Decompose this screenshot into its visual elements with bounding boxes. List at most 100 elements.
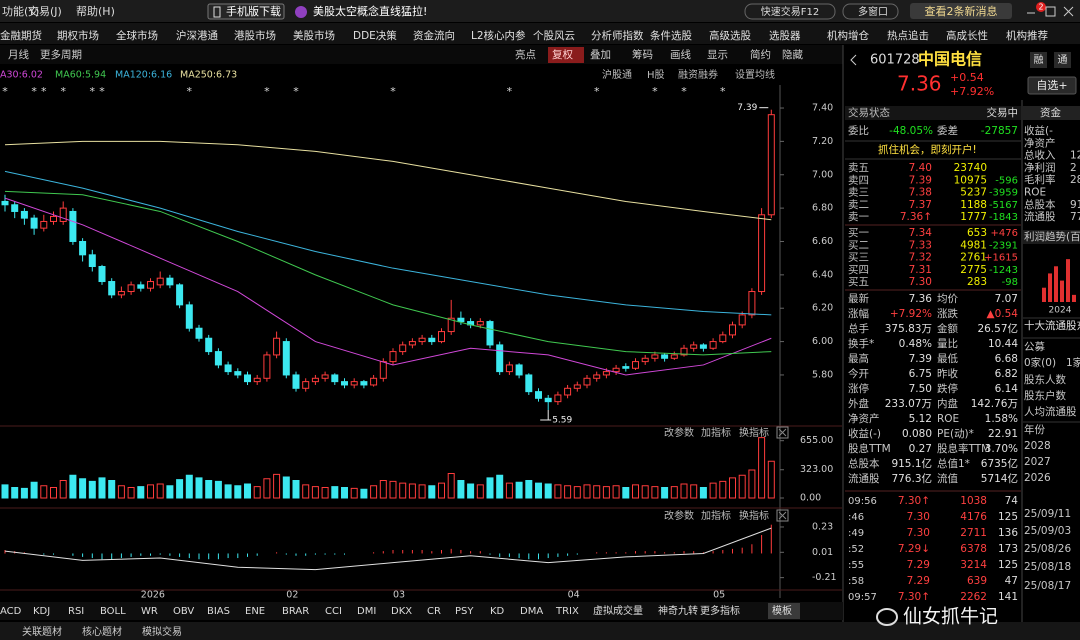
- nav-item[interactable]: 资金流向: [413, 29, 455, 42]
- indicator-tab[interactable]: DKX: [391, 606, 412, 617]
- volume-bar: [244, 483, 251, 499]
- indicator-tab[interactable]: 模板: [772, 604, 792, 617]
- chart-link[interactable]: 融资融券: [678, 68, 718, 81]
- nav-item[interactable]: DDE决策: [353, 29, 397, 42]
- nav-item[interactable]: 全球市场: [116, 29, 158, 42]
- indicator-tab[interactable]: CCI: [325, 606, 342, 617]
- period-button[interactable]: 更多周期: [40, 48, 82, 61]
- label: ▲0.54: [987, 308, 1019, 320]
- bottom-tab[interactable]: 关联题材: [22, 625, 62, 638]
- multi-window-button[interactable]: [842, 3, 899, 20]
- nav-item[interactable]: 选股器: [769, 29, 801, 42]
- messages-button[interactable]: [910, 3, 1012, 19]
- volume-bar: [632, 484, 639, 499]
- panel-close[interactable]: [776, 426, 789, 439]
- panel-tool[interactable]: 换指标: [739, 509, 769, 522]
- indicator-tab[interactable]: DMA: [520, 606, 543, 617]
- label[interactable]: 多窗口: [858, 5, 888, 18]
- maximize-icon[interactable]: [1045, 6, 1056, 17]
- label: 卖三: [848, 187, 869, 199]
- indicator-tab[interactable]: 虚拟成交量: [593, 604, 643, 617]
- tool-button[interactable]: 简约: [750, 48, 771, 61]
- menu-item[interactable]: 功能(Y): [2, 4, 39, 18]
- label: 7.38: [909, 187, 932, 199]
- tool-button[interactable]: 隐藏: [782, 49, 803, 61]
- nav-item[interactable]: 高成长性: [946, 29, 988, 42]
- panel-tool[interactable]: 改参数: [664, 426, 694, 439]
- panel-tool[interactable]: 加指标: [701, 426, 731, 439]
- bottom-tab[interactable]: 核心题材: [82, 625, 122, 638]
- tool-button[interactable]: 显示: [707, 49, 728, 61]
- panel-tool[interactable]: 加指标: [701, 509, 731, 522]
- indicator-tab[interactable]: DMI: [357, 606, 376, 617]
- label: 74: [1005, 495, 1019, 507]
- nav-item[interactable]: 沪深港通: [176, 29, 218, 42]
- label: 外盘: [848, 397, 869, 410]
- tool-button[interactable]: 叠加: [590, 49, 611, 61]
- indicator-tab[interactable]: BOLL: [100, 606, 126, 617]
- nav-item[interactable]: 分析师指数: [591, 29, 644, 42]
- y-tick-label: 6.00: [812, 336, 833, 347]
- panel-tool[interactable]: 改参数: [664, 509, 694, 522]
- watch-button[interactable]: [1027, 76, 1077, 95]
- volume-bar: [321, 487, 329, 499]
- volume-bar: [738, 474, 746, 499]
- indicator-tab[interactable]: RSI: [68, 606, 84, 617]
- label[interactable]: 快速交易F12: [761, 5, 819, 18]
- candle-body: [1, 200, 9, 206]
- indicator-tab[interactable]: ACD: [0, 606, 22, 617]
- chart-link[interactable]: H股: [647, 69, 665, 81]
- indicator-tab[interactable]: ENE: [245, 606, 265, 617]
- panel-close[interactable]: [776, 509, 789, 522]
- tool-button[interactable]: 画线: [670, 48, 691, 61]
- menu-item[interactable]: 交易(J): [28, 4, 62, 18]
- template-tab: [768, 603, 800, 619]
- nav-item[interactable]: 条件选股: [650, 29, 692, 42]
- label: 3214: [960, 559, 987, 571]
- indicator-tab[interactable]: PSY: [455, 606, 474, 617]
- tool-button[interactable]: 亮点: [515, 48, 536, 61]
- indicator-tab[interactable]: WR: [141, 606, 158, 617]
- label[interactable]: 查看2条新消息: [925, 4, 998, 18]
- label: 47: [1005, 575, 1018, 587]
- menu-item[interactable]: 帮助(H): [76, 4, 115, 18]
- nav-item[interactable]: 个股风云: [533, 30, 575, 42]
- chart-link[interactable]: 设置均线: [735, 68, 775, 81]
- label: +1615: [984, 253, 1018, 264]
- nav-item[interactable]: 机构推荐: [1006, 29, 1048, 42]
- nav-item[interactable]: 美股市场: [293, 29, 335, 42]
- nav-item[interactable]: 港股市场: [234, 29, 276, 42]
- event-mark: *: [2, 85, 8, 98]
- quick-trade-button[interactable]: [744, 3, 836, 20]
- nav-item[interactable]: 高级选股: [709, 29, 751, 42]
- promo-link[interactable]: 抓住机会，即刻开户!: [878, 143, 977, 156]
- label: 买四: [848, 264, 869, 276]
- tool-button[interactable]: 筹码: [632, 48, 653, 61]
- indicator-tab[interactable]: BIAS: [207, 606, 230, 617]
- indicator-tab[interactable]: BRAR: [282, 606, 309, 617]
- period-button[interactable]: 月线: [8, 48, 29, 61]
- indicator-tab[interactable]: 神奇九转: [658, 604, 698, 617]
- nav-item[interactable]: 热点追击: [887, 29, 929, 42]
- indicator-tab[interactable]: OBV: [173, 606, 194, 617]
- download-button[interactable]: [207, 3, 285, 20]
- news-link[interactable]: 美股太空概念直线猛拉!: [313, 4, 427, 18]
- nav-item[interactable]: L2核心内参: [471, 29, 526, 42]
- bottom-tab[interactable]: 模拟交易: [142, 625, 182, 638]
- label: 1188: [960, 199, 987, 211]
- nav-item[interactable]: 机构增仓: [827, 29, 869, 42]
- label[interactable]: 自选+: [1036, 79, 1067, 92]
- indicator-tab[interactable]: KD: [490, 606, 505, 617]
- tool-button[interactable]: 复权: [552, 48, 573, 61]
- nav-item[interactable]: 金融期货: [0, 29, 42, 42]
- candle-body: [69, 210, 77, 242]
- indicator-tab[interactable]: 更多指标: [700, 604, 740, 617]
- indicator-tab[interactable]: TRIX: [555, 606, 579, 617]
- label[interactable]: 资金: [1040, 106, 1062, 119]
- nav-item[interactable]: 期权市场: [57, 29, 99, 42]
- indicator-tab[interactable]: KDJ: [33, 606, 50, 617]
- chart-link[interactable]: 沪股通: [602, 68, 632, 81]
- panel-tool[interactable]: 换指标: [739, 426, 769, 439]
- download-label[interactable]: 手机版下载: [226, 4, 281, 18]
- indicator-tab[interactable]: CR: [427, 606, 441, 617]
